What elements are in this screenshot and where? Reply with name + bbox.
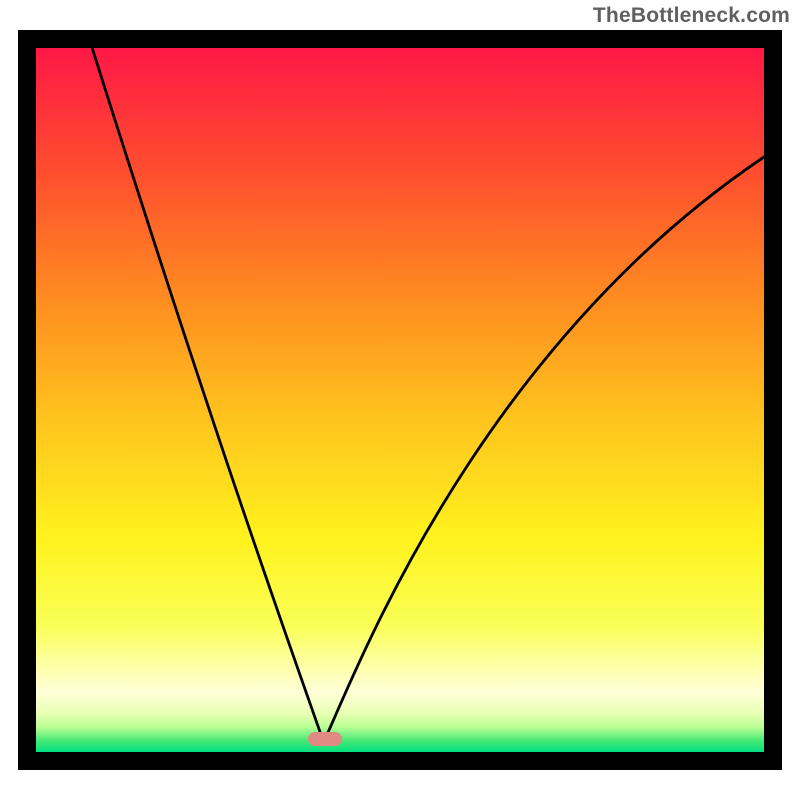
min-marker [308,732,342,746]
gradient-background [36,48,764,752]
watermark: TheBottleneck.com [593,4,790,28]
frame-border-right [764,30,782,770]
frame-border-left [18,30,36,770]
watermark-text: TheBottleneck.com [593,4,790,27]
chart-stage: TheBottleneck.com [0,0,800,800]
frame-border-bottom [18,752,782,770]
frame-border-top [18,30,782,48]
